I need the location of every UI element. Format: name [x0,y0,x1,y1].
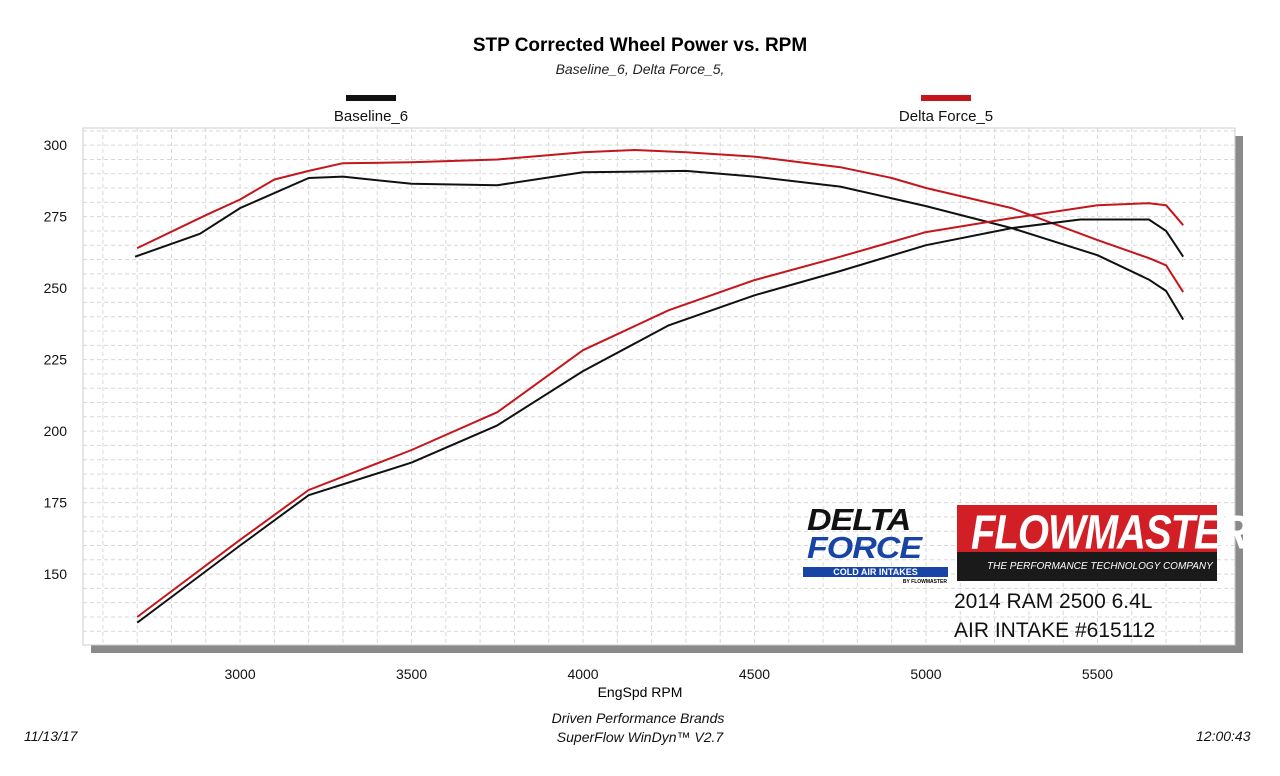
flowmaster-logo: FLOWMASTER THE PERFORMANCE TECHNOLOGY CO… [957,505,1249,581]
x-tick-label: 5000 [910,666,941,682]
series-line-baseline-6-lower [136,218,1185,624]
footer-software: SuperFlow WinDyn™ V2.7 [556,729,724,745]
footer-time: 12:00:43 [1196,728,1251,744]
footer-company: Driven Performance Brands [551,710,725,726]
logo-text: FLOWMASTER [971,506,1249,560]
y-tick-label: 250 [44,280,68,296]
y-tick-label: 300 [44,137,68,153]
logo-text: DELTA [807,502,911,538]
series-line-delta-force-5-upper [136,149,1185,293]
y-tick-label: 175 [44,495,68,511]
vehicle-note: 2014 RAM 2500 6.4L [954,590,1153,613]
part-note: AIR INTAKE #615112 [954,619,1156,642]
chart-subtitle: Baseline_6, Delta Force_5, [555,61,725,77]
footer-date: 11/13/17 [24,728,78,744]
legend-swatch-baseline [346,95,396,101]
logo-text: BY FLOWMASTER [902,579,947,585]
legend-label-delta-force: Delta Force_5 [898,108,994,125]
x-tick-label: 4000 [567,666,598,682]
series-line-baseline-6-upper [134,169,1185,321]
y-tick-label: 150 [44,566,68,582]
logo-text: COLD AIR INTAKES [803,567,948,577]
legend-label-baseline: Baseline_6 [333,108,409,125]
x-axis-label: EngSpd RPM [597,684,683,700]
logo-text: THE PERFORMANCE TECHNOLOGY COMPANY [987,561,1213,572]
x-tick-label: 3500 [396,666,427,682]
y-tick-label: 275 [44,209,68,225]
chart-title: STP Corrected Wheel Power vs. RPM [472,35,808,56]
legend-swatch-delta-force [921,95,971,101]
series-line-delta-force-5-lower [136,202,1184,618]
x-tick-label: 3000 [224,666,255,682]
logo-text: FORCE [807,530,922,566]
y-tick-label: 200 [44,423,68,439]
x-tick-label: 4500 [739,666,770,682]
delta-force-logo: DELTA FORCE COLD AIR INTAKES BY FLOWMAST… [803,502,951,585]
x-tick-label: 5500 [1082,666,1113,682]
y-tick-label: 225 [44,352,68,368]
